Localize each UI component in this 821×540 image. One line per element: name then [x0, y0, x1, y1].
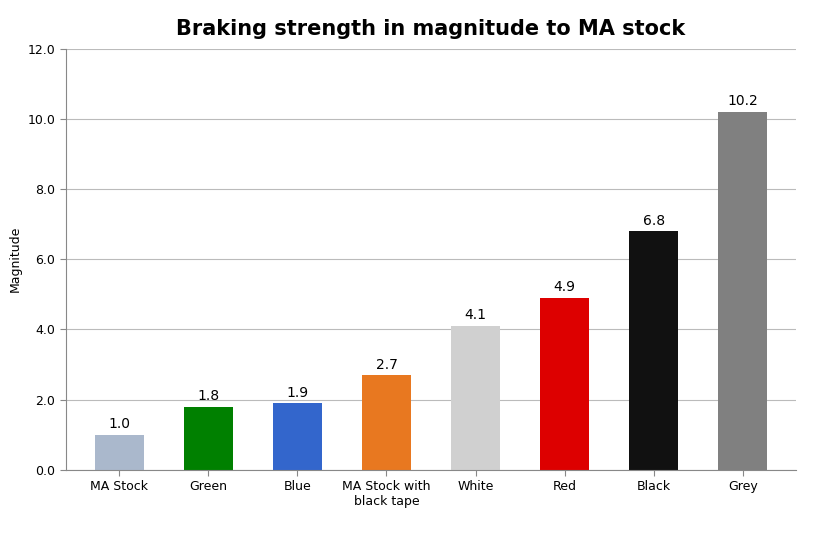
Text: 6.8: 6.8	[643, 214, 665, 228]
Bar	[362, 375, 411, 470]
Text: 1.8: 1.8	[197, 389, 219, 403]
Bar	[451, 326, 500, 470]
Bar	[94, 435, 144, 470]
Text: 1.9: 1.9	[287, 386, 309, 400]
Title: Braking strength in magnitude to MA stock: Braking strength in magnitude to MA stoc…	[177, 19, 686, 39]
Text: 4.1: 4.1	[465, 308, 487, 322]
Bar	[273, 403, 322, 470]
Text: 10.2: 10.2	[727, 94, 759, 108]
Y-axis label: Magnitude: Magnitude	[9, 226, 22, 292]
Bar	[540, 298, 589, 470]
Bar	[718, 112, 768, 470]
Text: 2.7: 2.7	[375, 357, 397, 372]
Bar	[184, 407, 233, 470]
Text: 4.9: 4.9	[553, 280, 576, 294]
Text: 1.0: 1.0	[108, 417, 131, 431]
Bar	[629, 231, 678, 470]
